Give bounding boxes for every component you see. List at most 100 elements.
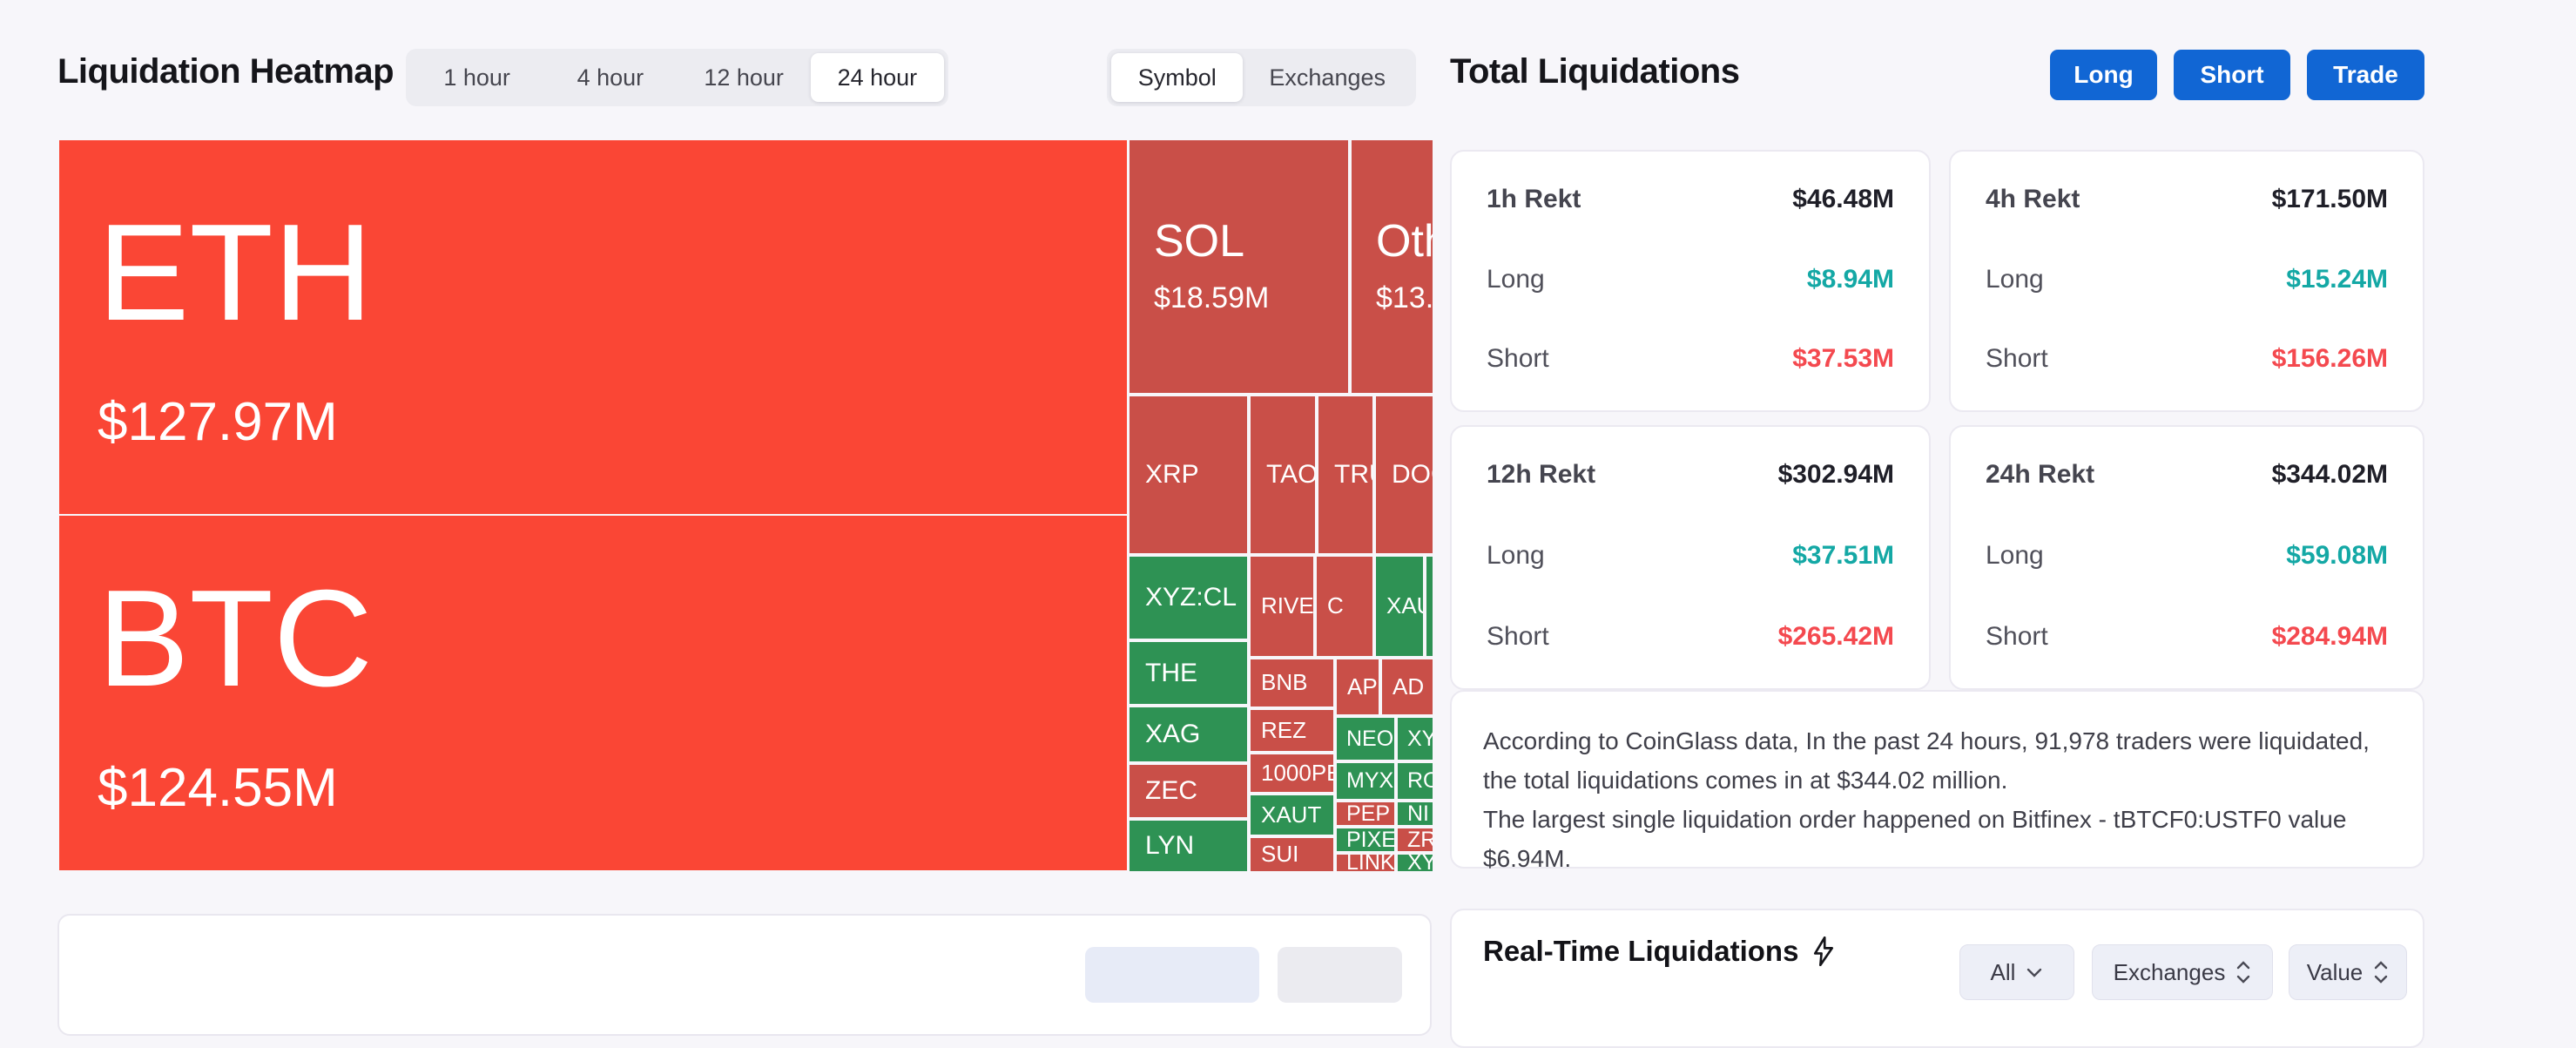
treemap-cell-sui[interactable]: SUI <box>1251 838 1333 871</box>
treemap-cell-label: NEO <box>1346 726 1394 751</box>
treemap-cell-neo[interactable]: NEO <box>1337 718 1394 760</box>
bottom-panel-button-2[interactable] <box>1278 947 1402 1003</box>
treemap-cell-xy[interactable]: XY <box>1398 718 1433 760</box>
treemap-cell-value: $127.97M <box>98 391 338 452</box>
liquidation-summary-card: According to CoinGlass data, In the past… <box>1450 690 2424 872</box>
treemap-cell-label: PIXE <box>1346 828 1394 851</box>
treemap-cell-xaut[interactable]: XAUT <box>1251 795 1333 835</box>
treemap-cell-xag[interactable]: XAG <box>1130 707 1247 761</box>
treemap-cell-xau[interactable]: XAU <box>1376 557 1423 656</box>
treemap-cell-label: SOL <box>1154 216 1245 267</box>
treemap-cell-xyz-cl[interactable]: XYZ:CL <box>1130 557 1247 639</box>
filter-label: Exchanges <box>2113 958 2226 985</box>
treemap-cell-other[interactable]: Other $13.85M <box>1352 140 1433 393</box>
sort-icon <box>2235 959 2251 985</box>
stat-value: $15.24M <box>2286 264 2388 294</box>
treemap-cell-tao[interactable]: TAO <box>1251 396 1315 553</box>
summary-paragraph: The largest single liquidation order hap… <box>1483 806 2347 872</box>
view-toggle-symbol[interactable]: Symbol <box>1111 53 1244 102</box>
treemap-cell-label: LINK <box>1346 855 1394 871</box>
treemap-cell-1000pe[interactable]: 1000PE <box>1251 754 1333 792</box>
summary-paragraph: According to CoinGlass data, In the past… <box>1483 727 2370 794</box>
treemap-cell-lyn[interactable]: LYN <box>1130 821 1247 871</box>
stat-value: $171.50M <box>2271 185 2388 213</box>
stat-value: $344.02M <box>2271 460 2388 489</box>
treemap-cell-sol[interactable]: SOL $18.59M <box>1130 140 1348 393</box>
view-toggle-group: Symbol Exchanges <box>1107 49 1416 106</box>
stat-value: $265.42M <box>1777 622 1894 651</box>
treemap-cell-label: XY <box>1407 726 1433 751</box>
stat-label: Short <box>1986 622 2048 651</box>
treemap-cell-label: MYX <box>1346 768 1394 793</box>
treemap-cell-link[interactable]: LINK <box>1337 855 1394 871</box>
treemap-cell-rive[interactable]: RIVE <box>1251 557 1313 656</box>
bottom-panel-button-1[interactable] <box>1085 947 1259 1003</box>
treemap-cell-label: XAU <box>1386 592 1423 619</box>
treemap-cell-ap[interactable]: AP <box>1337 659 1379 714</box>
stat-label: 24h Rekt <box>1986 460 2095 489</box>
treemap-cell-bnb[interactable]: BNB <box>1251 659 1333 707</box>
treemap-cell-label: XY <box>1407 855 1433 871</box>
treemap-cell-ni[interactable]: NI <box>1398 802 1433 825</box>
trade-button[interactable]: Trade <box>2307 50 2424 100</box>
page-title: Liquidation Heatmap <box>57 52 394 91</box>
treemap-cell-xy[interactable]: XY <box>1398 855 1433 871</box>
treemap-cell-rez[interactable]: REZ <box>1251 710 1333 751</box>
long-button[interactable]: Long <box>2050 50 2157 100</box>
stat-label: Short <box>1487 344 1549 373</box>
stat-row: Long $59.08M <box>1986 541 2388 571</box>
sort-icon <box>2373 959 2389 985</box>
stat-value: $37.51M <box>1792 541 1894 570</box>
treemap-cell-myx[interactable]: MYX <box>1337 763 1394 799</box>
treemap-cell-ro[interactable]: RO <box>1398 763 1433 799</box>
treemap-cell-label: ZR <box>1407 828 1433 851</box>
short-button[interactable]: Short <box>2174 50 2290 100</box>
treemap-cell-label: TAO <box>1266 460 1315 490</box>
treemap-cell-pixe[interactable]: PIXE <box>1337 828 1394 851</box>
treemap-cell-the[interactable]: THE <box>1130 642 1247 704</box>
stat-value: $8.94M <box>1806 264 1894 294</box>
liquidation-treemap: ETH $127.97M BTC $124.55M SOL $18.59M Other $13… <box>57 139 1433 871</box>
treemap-cell-label: NI <box>1407 802 1429 825</box>
time-range-24-hour[interactable]: 24 hour <box>810 53 944 102</box>
treemap-cell-label: PEP <box>1346 802 1391 825</box>
view-toggle-exchanges[interactable]: Exchanges <box>1269 64 1386 91</box>
time-range-12-hour[interactable]: 12 hour <box>704 64 784 91</box>
realtime-liquidations-card: Real-Time Liquidations All Exchanges Value <box>1450 909 2424 1048</box>
treemap-cell-zec[interactable]: ZEC <box>1130 765 1247 817</box>
stat-row: Long $8.94M <box>1487 265 1894 294</box>
treemap-cell-c[interactable]: C <box>1317 557 1372 656</box>
rekt-card-12h-rekt: 12h Rekt $302.94M Long $37.51M Short $265.42M <box>1450 425 1931 690</box>
filter-value[interactable]: Value <box>2289 944 2407 1000</box>
stat-label: Long <box>1986 264 2044 294</box>
time-range-4-hour[interactable]: 4 hour <box>577 64 644 91</box>
filter-exchanges[interactable]: Exchanges <box>2092 944 2273 1000</box>
treemap-cell-eth[interactable]: ETH $127.97M <box>59 140 1127 514</box>
stat-value: $46.48M <box>1792 185 1894 213</box>
treemap-cell-label: ZEC <box>1145 776 1197 806</box>
filter-label: Value <box>2306 958 2364 985</box>
treemap-cell-label: LYN <box>1145 831 1195 861</box>
treemap-cell-label: BTC <box>98 562 373 716</box>
treemap-cell-doge[interactable]: DOGE <box>1376 396 1433 553</box>
stat-value: $59.08M <box>2286 541 2388 570</box>
rekt-card-1h-rekt: 1h Rekt $46.48M Long $8.94M Short $37.53M <box>1450 150 1931 412</box>
filter-all[interactable]: All <box>1959 944 2074 1000</box>
treemap-cell-trump[interactable]: TRUMP <box>1318 396 1372 553</box>
treemap-cell-ad[interactable]: AD <box>1382 659 1433 714</box>
treemap-cell-label: RO <box>1407 768 1433 793</box>
treemap-cell-pep[interactable]: PEP <box>1337 802 1394 825</box>
treemap-cell-label: BNB <box>1261 669 1308 696</box>
treemap-cell-zr[interactable]: ZR <box>1398 828 1433 851</box>
treemap-cell-btc[interactable]: BTC $124.55M <box>59 516 1127 870</box>
stat-value: $284.94M <box>2271 622 2388 651</box>
treemap-cell-label: ETH <box>98 196 373 350</box>
treemap-cell-label: AD <box>1393 673 1425 700</box>
treemap-cell-value: $124.55M <box>98 757 338 818</box>
time-range-1-hour[interactable]: 1 hour <box>443 64 510 91</box>
treemap-cell-label: XYZ:CL <box>1145 583 1237 612</box>
stat-value: $156.26M <box>2271 344 2388 373</box>
treemap-cell-unlabeled[interactable] <box>1426 557 1433 656</box>
stat-label: Long <box>1487 541 1545 570</box>
treemap-cell-xrp[interactable]: XRP <box>1130 396 1247 553</box>
